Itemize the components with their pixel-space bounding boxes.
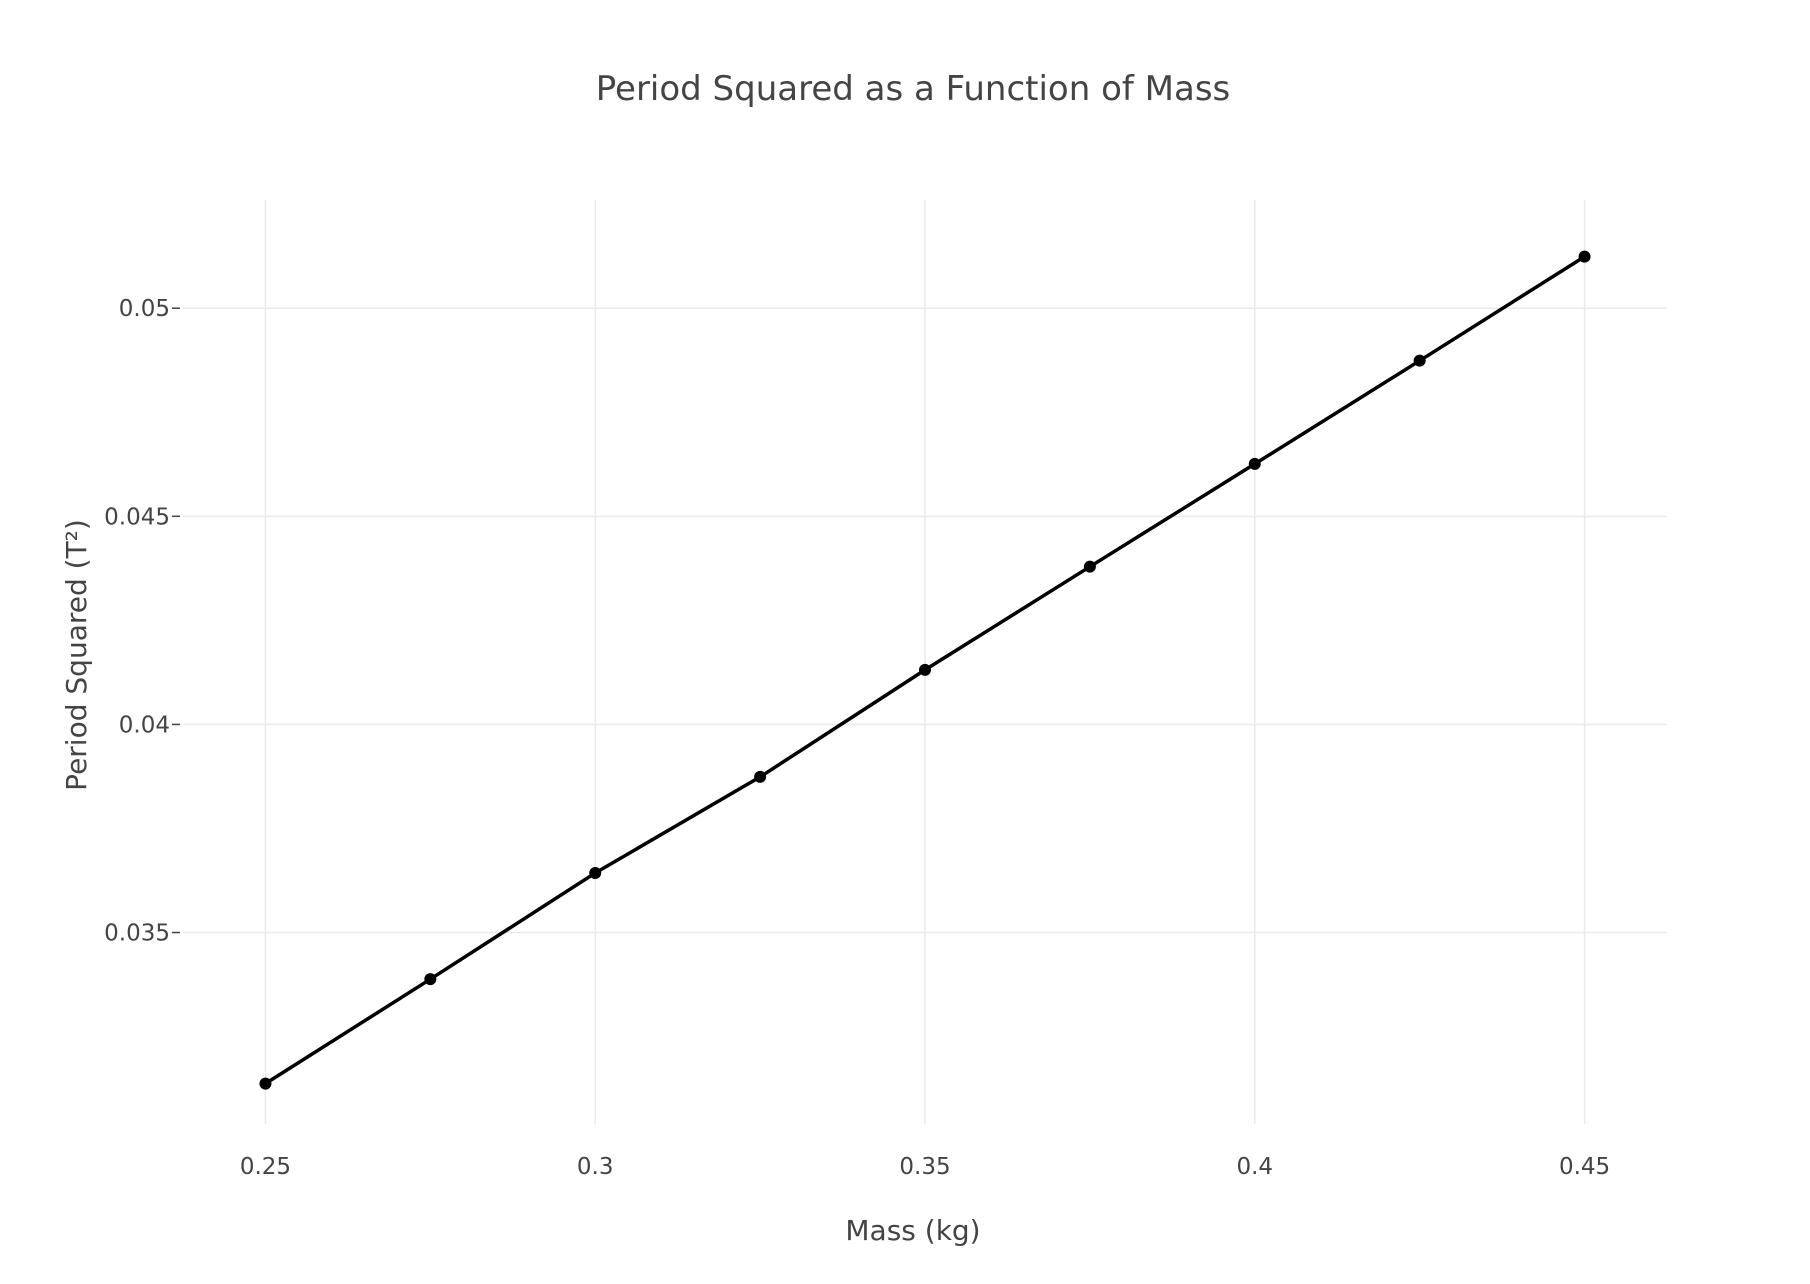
x-tick-label: 0.4: [1236, 1154, 1273, 1180]
data-point: [754, 770, 767, 783]
y-tick-label: 0.045: [104, 504, 170, 530]
x-tick-label: 0.25: [240, 1154, 291, 1180]
y-gridlines: [183, 307, 1667, 934]
data-point: [424, 973, 437, 986]
y-axis-title: Period Squared (T²): [60, 519, 93, 791]
x-tick-label: 0.3: [577, 1154, 614, 1180]
series-group: [259, 250, 1591, 1090]
data-point: [259, 1077, 272, 1090]
y-tick-label: 0.04: [119, 712, 170, 738]
y-tick-label: 0.035: [104, 921, 170, 947]
x-tick-label: 0.45: [1559, 1154, 1610, 1180]
data-point: [589, 867, 602, 880]
y-tick-label: 0.05: [119, 296, 170, 322]
data-point: [1578, 250, 1591, 263]
chart-title: Period Squared as a Function of Mass: [596, 69, 1231, 109]
data-point: [919, 663, 931, 676]
x-axis-title: Mass (kg): [845, 1214, 980, 1247]
x-tick-label: 0.35: [899, 1154, 950, 1180]
data-point: [1248, 457, 1261, 470]
data-point: [1413, 354, 1426, 367]
data-point: [1083, 560, 1096, 573]
x-axis-ticks: 0.25 0.3 0.35 0.4 0.45: [240, 1154, 1610, 1180]
x-gridlines: [264, 200, 1586, 1124]
y-axis-ticks: 0.035 0.04 0.045 0.05: [104, 296, 180, 947]
